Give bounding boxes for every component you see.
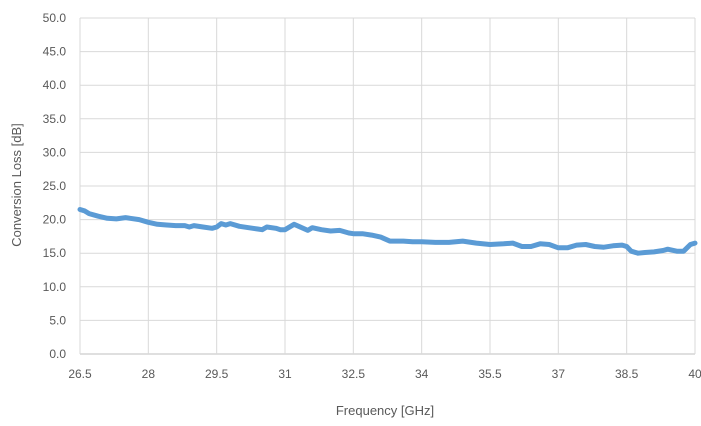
x-axis-title: Frequency [GHz] [336,403,434,418]
x-tick-label: 35.5 [478,367,502,381]
x-tick-label: 38.5 [615,367,639,381]
y-tick-label: 15.0 [43,246,67,260]
y-tick-label: 0.0 [49,347,66,361]
x-gridlines [79,18,696,354]
x-tick-labels: 26.5 28 29.5 31 32.5 34 35.5 37 38.5 40 [68,367,701,381]
y-tick-label: 5.0 [49,313,66,327]
y-tick-label: 30.0 [43,145,67,159]
y-tick-label: 10.0 [43,280,67,294]
y-tick-labels: 0.0 5.0 10.0 15.0 20.0 25.0 30.0 35.0 40.0 45.0 50… [43,11,67,361]
y-tick-label: 45.0 [43,45,67,59]
x-tick-label: 40 [688,367,701,381]
x-tick-label: 37 [552,367,566,381]
x-tick-label: 26.5 [68,367,92,381]
x-tick-label: 28 [142,367,156,381]
y-tick-label: 40.0 [43,78,67,92]
x-tick-label: 31 [278,367,292,381]
y-tick-label: 35.0 [43,112,67,126]
x-tick-label: 29.5 [205,367,229,381]
y-tick-label: 20.0 [43,213,67,227]
y-gridlines [80,17,695,355]
y-axis-title: Conversion Loss [dB] [9,123,24,247]
y-tick-label: 25.0 [43,179,67,193]
x-tick-label: 34 [415,367,429,381]
y-tick-label: 50.0 [43,11,67,25]
series-layer [77,207,698,256]
series-line [77,207,698,256]
x-tick-label: 32.5 [342,367,366,381]
